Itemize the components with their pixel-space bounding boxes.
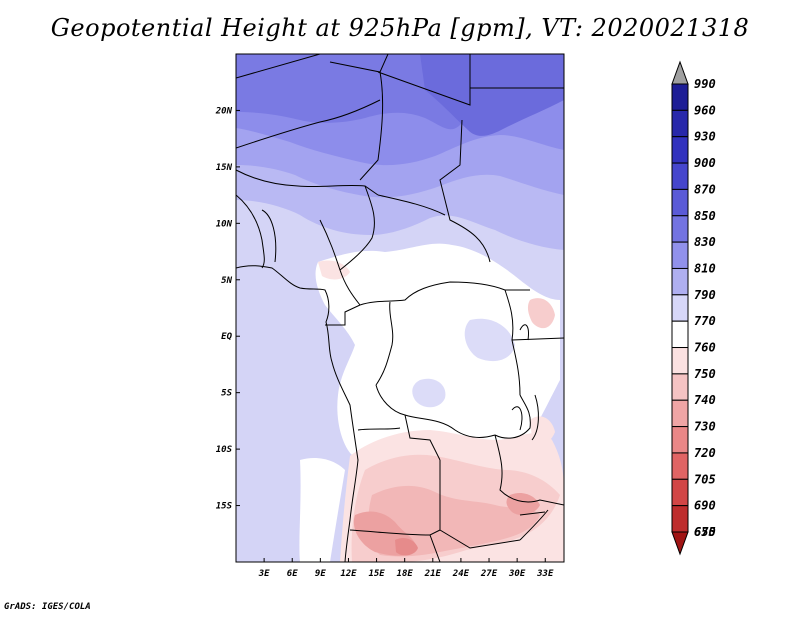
lon-tick-label: 12E xyxy=(340,569,357,579)
colorbar-label: 690 xyxy=(694,499,716,513)
lon-tick-label: 15E xyxy=(368,569,385,579)
lat-tick-label: 20N xyxy=(215,106,233,116)
contour-band-760 xyxy=(315,243,560,458)
colorbar-label: 990 xyxy=(694,77,716,91)
colorbar-label: 960 xyxy=(694,103,716,117)
colorbar-label: 930 xyxy=(694,130,716,144)
colorbar-swatch xyxy=(671,162,689,190)
colorbar-swatch-top xyxy=(671,60,689,85)
colorbar-label: 705 xyxy=(694,472,716,486)
lat-tick-label: 10S xyxy=(216,445,233,455)
colorbar-swatch-bottom xyxy=(671,531,689,556)
colorbar-label: 850 xyxy=(694,209,716,223)
colorbar-swatch xyxy=(671,399,689,428)
colorbar-swatch xyxy=(671,109,689,138)
colorbar-label: 870 xyxy=(694,182,716,196)
lat-axis: 20N 15N 10N 5N EQ 5S 10S 15S xyxy=(215,106,240,512)
colorbar-label: 730 xyxy=(694,420,716,434)
map-panel: 20N 15N 10N 5N EQ 5S 10S 15S 3E 6E 9E 12E 15E 18E 21E… xyxy=(215,53,565,579)
colorbar-swatch xyxy=(671,188,689,217)
colorbar-swatch xyxy=(671,452,689,480)
colorbar-swatch xyxy=(671,136,689,164)
lon-axis: 3E 6E 9E 12E 15E 18E 21E 24E 27E 30E 33E xyxy=(258,558,554,579)
colorbar-swatch xyxy=(671,373,689,401)
colorbar-swatch xyxy=(671,83,689,111)
colorbar-swatch xyxy=(671,505,689,533)
colorbar-swatch xyxy=(671,478,689,507)
colorbar-swatch xyxy=(671,426,689,454)
colorbar-label: 830 xyxy=(694,235,716,249)
colorbar-label: 720 xyxy=(694,446,716,460)
contour-inclusion-2 xyxy=(412,378,446,408)
lat-tick-label: 15N xyxy=(216,163,233,173)
grads-credit: GrADS: IGES/COLA xyxy=(4,602,91,612)
country-borders xyxy=(236,54,564,562)
colorbar-swatch xyxy=(671,241,689,269)
lon-tick-label: 24E xyxy=(452,569,470,579)
lon-tick-label: 3E xyxy=(258,569,270,579)
colorbar-swatch xyxy=(671,215,689,243)
colorbar-swatch xyxy=(671,267,689,296)
lon-tick-label: 27E xyxy=(480,569,498,579)
lat-tick-label: 15S xyxy=(216,502,233,512)
colorbar-label: 675 xyxy=(694,525,716,539)
colorbar: 990 960 930 900 870 850 830 810 790 770 760 750 740 7… xyxy=(671,60,716,556)
lon-tick-label: 9E xyxy=(315,569,326,579)
colorbar-label: 900 xyxy=(694,156,716,170)
colorbar-label: 810 xyxy=(694,261,716,275)
colorbar-label: 770 xyxy=(694,314,716,328)
lon-tick-label: 18E xyxy=(397,569,414,579)
colorbar-label: 750 xyxy=(694,367,716,381)
contour-band-720-east xyxy=(506,493,540,516)
lat-tick-label: EQ xyxy=(221,332,232,342)
colorbar-label: 760 xyxy=(694,341,716,355)
map-frame xyxy=(235,53,565,563)
contour-band-870-nw xyxy=(236,54,350,86)
height-field xyxy=(236,54,564,562)
map-title: Geopotential Height at 925hPa [gpm], VT:… xyxy=(50,14,750,42)
lat-tick-label: 5N xyxy=(221,276,232,286)
colorbar-label: 650 xyxy=(694,525,716,539)
lon-tick-label: 21E xyxy=(424,569,442,579)
colorbar-label: 740 xyxy=(694,393,716,407)
contour-band-705 xyxy=(395,537,418,556)
contour-band-870 xyxy=(420,54,564,136)
colorbar-swatch xyxy=(671,347,689,375)
colorbar-label: 790 xyxy=(694,288,716,302)
lon-tick-label: 30E xyxy=(508,569,526,579)
lat-tick-label: 5S xyxy=(221,389,232,399)
contour-patch-e xyxy=(530,416,555,444)
colorbar-swatch xyxy=(671,294,689,322)
contour-band-760-west xyxy=(299,458,345,562)
lat-tick-label: 10N xyxy=(216,219,233,229)
lon-tick-label: 33E xyxy=(536,569,554,579)
contour-inclusion xyxy=(464,318,515,362)
contour-patch-ne xyxy=(527,298,555,329)
lon-tick-label: 6E xyxy=(287,569,298,579)
colorbar-swatch xyxy=(671,320,689,349)
